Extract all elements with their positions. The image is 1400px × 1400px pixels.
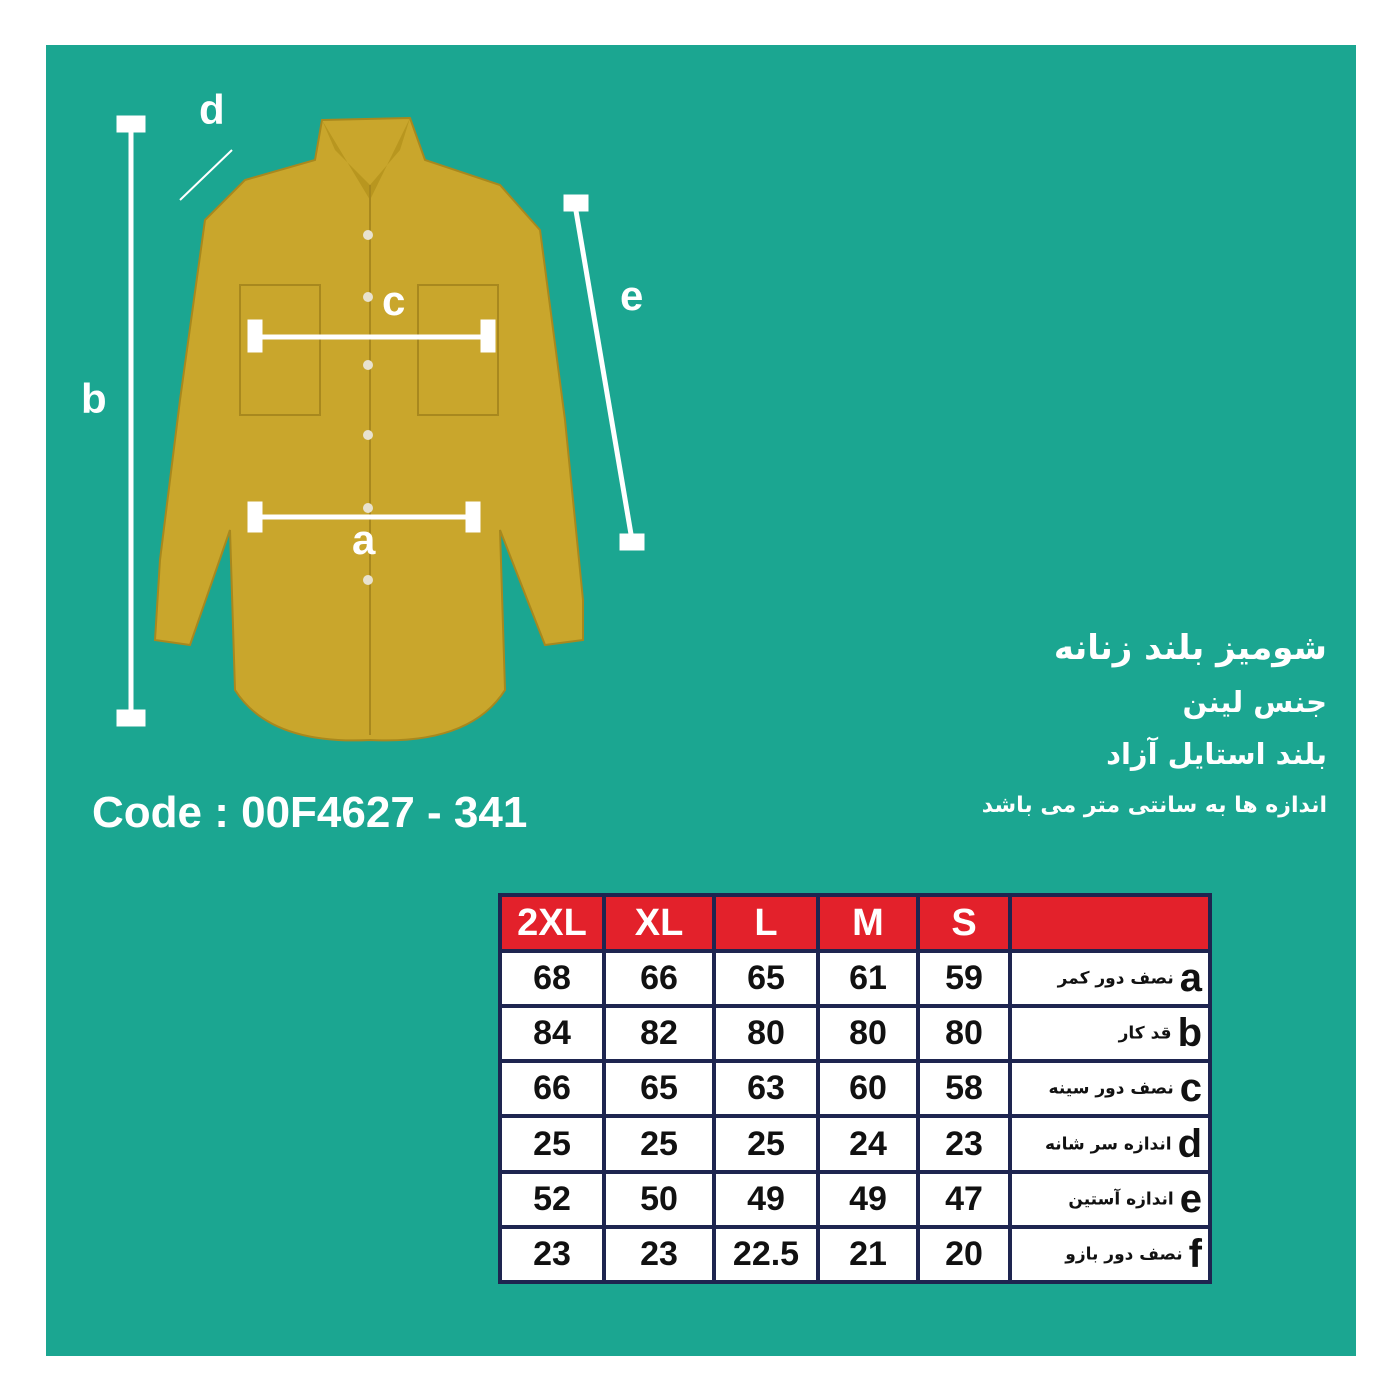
size-value: 66 (606, 953, 712, 1005)
size-value: 80 (716, 1008, 816, 1060)
size-table: 2XL XL L M S 68 66 65 61 59 aنصف دور کمر 84 82 8… (498, 893, 1212, 1284)
measure-e (572, 204, 635, 541)
size-header: L (716, 897, 816, 949)
left-pocket (239, 284, 321, 416)
shirt-collar (322, 118, 410, 200)
size-value: 52 (502, 1173, 602, 1225)
measurement-key: e (1179, 1176, 1202, 1221)
size-header: M (820, 897, 916, 949)
size-value: 21 (820, 1228, 916, 1280)
size-value: 82 (606, 1008, 712, 1060)
shirt-illustration (116, 115, 645, 742)
size-value: 58 (920, 1063, 1008, 1115)
size-value: 65 (606, 1063, 712, 1115)
measurement-label: قد کار (1118, 1023, 1172, 1044)
measurement-lines (116, 115, 645, 727)
measurement-label-cell: dاندازه سر شانه (1012, 1118, 1208, 1170)
size-value: 80 (820, 1008, 916, 1060)
measurement-label: نصف دور سینه (1048, 1078, 1174, 1099)
label-c: c (382, 277, 406, 324)
measurement-label: نصف دور بازو (1065, 1244, 1183, 1265)
size-header: 2XL (502, 897, 602, 949)
product-code: Code : 00F4627 - 341 (92, 788, 528, 837)
measurement-label-cell: cنصف دور سینه (1012, 1063, 1208, 1115)
table-row: 52 50 49 49 47 eاندازه آستین (502, 1173, 1208, 1225)
table-row: 25 25 25 24 23 dاندازه سر شانه (502, 1118, 1208, 1170)
label-a: a (352, 516, 376, 563)
size-value: 23 (920, 1118, 1008, 1170)
size-value: 65 (716, 953, 816, 1005)
buttons (363, 230, 373, 585)
measure-d (179, 149, 233, 201)
size-value: 49 (820, 1173, 916, 1225)
measurement-label-cell: aنصف دور کمر (1012, 953, 1208, 1005)
size-value: 84 (502, 1008, 602, 1060)
label-d: d (199, 86, 225, 133)
size-value: 61 (820, 953, 916, 1005)
right-pocket (417, 284, 499, 416)
size-value: 20 (920, 1228, 1008, 1280)
table-row: 84 82 80 80 80 bقد کار (502, 1008, 1208, 1060)
measurement-key: d (1177, 1121, 1202, 1166)
table-header-row: 2XL XL L M S (502, 897, 1208, 949)
size-header: XL (606, 897, 712, 949)
measurement-label: نصف دور کمر (1057, 968, 1174, 989)
measurement-key: a (1179, 956, 1202, 1001)
size-value: 68 (502, 953, 602, 1005)
measurement-label-cell: fنصف دور بازو (1012, 1228, 1208, 1280)
label-b: b (81, 375, 107, 422)
size-value: 23 (606, 1228, 712, 1280)
size-value: 60 (820, 1063, 916, 1115)
label-e: e (620, 272, 644, 319)
measurement-key: f (1188, 1231, 1202, 1276)
size-value: 25 (606, 1118, 712, 1170)
measurement-label: اندازه آستین (1068, 1189, 1174, 1210)
size-header: S (920, 897, 1008, 949)
size-value: 47 (920, 1173, 1008, 1225)
table-row: 23 23 22.5 21 20 fنصف دور بازو (502, 1228, 1208, 1280)
measurement-label-cell: eاندازه آستین (1012, 1173, 1208, 1225)
table-row: 68 66 65 61 59 aنصف دور کمر (502, 953, 1208, 1005)
label-header (1012, 897, 1208, 949)
measurement-key: b (1177, 1011, 1202, 1056)
units-note: اندازه ها به سانتی متر می باشد (981, 793, 1327, 818)
measurement-label-cell: bقد کار (1012, 1008, 1208, 1060)
size-value: 49 (716, 1173, 816, 1225)
product-title: شومیز بلند زنانه (1053, 628, 1327, 668)
size-value: 25 (716, 1118, 816, 1170)
measurement-label: اندازه سر شانه (1044, 1134, 1172, 1155)
product-material: جنس لینن (1182, 685, 1328, 719)
size-value: 59 (920, 953, 1008, 1005)
size-value: 63 (716, 1063, 816, 1115)
size-value: 22.5 (716, 1228, 816, 1280)
size-value: 80 (920, 1008, 1008, 1060)
table-row: 66 65 63 60 58 cنصف دور سینه (502, 1063, 1208, 1115)
product-style: بلند استایل آزاد (1106, 737, 1327, 771)
size-value: 66 (502, 1063, 602, 1115)
size-value: 50 (606, 1173, 712, 1225)
measurement-key: c (1179, 1066, 1202, 1111)
size-value: 23 (502, 1228, 602, 1280)
size-value: 25 (502, 1118, 602, 1170)
size-value: 24 (820, 1118, 916, 1170)
